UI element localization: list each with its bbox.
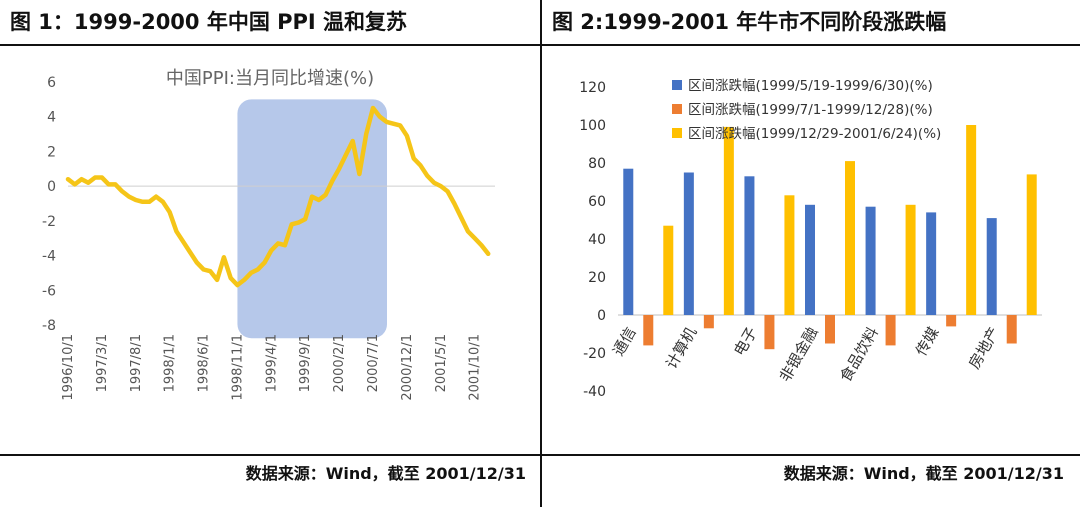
category-label: 非银金融 [776,324,822,385]
bar [865,206,876,315]
y-tick-label: -40 [583,384,606,400]
left-panel-title: 图 1：1999-2000 年中国 PPI 温和复苏 [10,10,408,34]
category-label: 房地产 [965,324,1003,372]
bar [764,315,775,350]
legend-swatch [672,104,682,114]
legend-swatch [672,80,682,90]
ppi-line-chart: 6 4 2 0 -2 -4 -6 -8 1996/10/1 1997/3/1 1997/8/1 19… [42,68,495,401]
y-tick-label: -2 [42,214,56,230]
y-tick-label: -8 [42,318,56,334]
bar [1006,315,1017,344]
left-panel: 图 1：1999-2000 年中国 PPI 温和复苏 6 4 2 0 -2 -4 -6 -8 … [10,10,526,483]
x-tick-label: 1996/10/1 [61,334,76,401]
bar [703,315,714,329]
bar [966,125,977,315]
y-tick-label: -6 [42,283,56,299]
x-tick-label: 2000/7/1 [366,334,381,392]
bar [623,168,634,315]
left-source-note: 数据来源：Wind，截至 2001/12/31 [245,464,526,483]
y-tick-label: 60 [588,194,606,210]
legend-swatch [672,128,682,138]
bar [643,315,654,346]
highlight-period-band [237,99,387,339]
line-chart-title: 中国PPI:当月同比增速(%) [166,68,374,89]
y-tick-label: 100 [579,118,606,134]
footer-rule [0,454,1080,456]
x-tick-label: 1998/1/1 [163,334,178,392]
y-tick-label: 6 [47,75,56,91]
bar [905,204,916,315]
right-panel: 图 2:1999-2001 年牛市不同阶段涨跌幅 120 100 80 60 40 20 0… [542,0,1080,507]
bar [723,126,734,316]
category-label: 计算机 [662,324,700,372]
x-tick-label: 1997/3/1 [95,334,110,392]
right-panel-title: 图 2:1999-2001 年牛市不同阶段涨跌幅 [552,10,947,34]
ppi-series-line [65,105,491,288]
category-label: 通信 [609,324,640,359]
x-tick-label: 2001/10/1 [468,334,483,401]
y-tick-label: 0 [47,179,56,195]
y-tick-label: 20 [588,270,606,286]
y-tick-label: 120 [579,80,606,96]
y-tick-label: -20 [583,346,606,362]
y-tick-label: 4 [47,110,56,126]
bar [825,315,835,344]
x-tick-label: 2001/5/1 [434,334,449,392]
y-tick-label: 0 [597,308,606,324]
panel-divider [540,0,542,507]
y-tick-label: -4 [42,249,56,265]
bar [946,315,957,327]
bull-market-bar-chart: 120 100 80 60 40 20 0 -20 -40 通信 计算机 电子 非银金融 食品饮料 传媒房… [579,78,1042,400]
x-tick-label: 2000/2/1 [332,334,347,392]
y-tick-label: 80 [588,156,606,172]
x-tick-label: 1999/4/1 [264,334,279,392]
bar [784,195,795,315]
y-tick-label: 2 [47,144,56,160]
category-label: 传媒 [912,324,943,359]
x-tick-label: 1998/11/1 [230,334,245,401]
category-label: 电子 [730,324,761,359]
bar [683,172,694,315]
bar [926,212,937,315]
bar [744,176,755,315]
bar [1026,174,1037,315]
y-tick-label: 40 [588,232,606,248]
legend-label: 区间涨跌幅(1999/5/19-1999/6/30)(%) [688,78,933,94]
bar [845,161,855,315]
legend-label: 区间涨跌幅(1999/7/1-1999/12/28)(%) [688,102,933,118]
x-tick-label: 2000/12/1 [400,334,415,401]
legend-label: 区间涨跌幅(1999/12/29-2001/6/24)(%) [688,126,941,142]
bar [663,225,674,315]
category-label: 食品饮料 [836,324,882,385]
x-tick-label: 1998/6/1 [197,334,212,392]
bar [986,218,997,315]
x-tick-label: 1999/9/1 [298,334,313,392]
right-source-note: 数据来源：Wind，截至 2001/12/31 [783,464,1064,483]
bar [805,204,815,315]
bar [885,315,896,346]
header-rule [0,44,1080,46]
x-tick-label: 1997/8/1 [129,334,144,392]
